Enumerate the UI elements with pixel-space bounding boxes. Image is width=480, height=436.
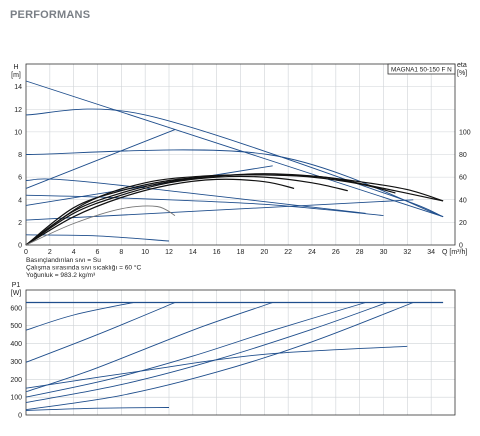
h-x-tick-label-3: 6 <box>96 249 100 256</box>
p1-y-tick-label-3: 300 <box>10 359 22 366</box>
h-curve-0 <box>25 80 444 218</box>
h-y-tick-label-7: 14 <box>14 84 22 91</box>
p1-y-tick-label-1: 100 <box>10 395 22 402</box>
h-curve-3 <box>25 178 366 214</box>
h-curve-1 <box>25 108 444 218</box>
h-y-tick-label-4: 8 <box>18 152 22 159</box>
p1-curve-1 <box>25 302 134 331</box>
h-x-tick-label-8: 16 <box>213 249 221 256</box>
q-axis-label: Q [m³/h] <box>442 249 467 256</box>
eta-axis-unit: [%] <box>457 70 467 77</box>
h-x-tick-label-6: 12 <box>165 249 173 256</box>
h-x-tick-label-13: 26 <box>332 249 340 256</box>
h-x-tick-label-4: 8 <box>119 249 123 256</box>
eta-axis-symbol: eta <box>457 62 467 69</box>
p1-y-tick-label-6: 600 <box>10 305 22 312</box>
model-label-box <box>387 63 456 75</box>
h-x-tick-label-16: 32 <box>403 249 411 256</box>
h-x-tick-label-14: 28 <box>356 249 364 256</box>
p1-y-tick-label-5: 500 <box>10 323 22 330</box>
p1-curve-4 <box>25 302 366 398</box>
eta-y-tick-label-1: 20 <box>459 220 467 227</box>
p1-curve-8 <box>25 407 170 411</box>
h-axis-symbol: H <box>13 64 18 71</box>
page-title: PERFORMANS <box>10 9 91 21</box>
h-axis-unit: [m] <box>11 72 21 79</box>
p1-axis-symbol: P1 <box>12 282 21 289</box>
p1-curve-3 <box>25 302 273 393</box>
p1-curve-7 <box>25 345 408 389</box>
eta-y-tick-label-3: 60 <box>459 175 467 182</box>
p1-y-tick-label-0: 0 <box>18 413 22 420</box>
eta-y-tick-label-0: 0 <box>459 243 463 250</box>
h-curve-2 <box>25 149 444 218</box>
h-x-tick-label-9: 18 <box>237 249 245 256</box>
h-x-tick-label-1: 2 <box>48 249 52 256</box>
h-x-tick-label-5: 10 <box>141 249 149 256</box>
p1-curve-5 <box>25 302 388 403</box>
model-label: MAGNA1 50-150 F N <box>391 67 452 74</box>
h-x-tick-label-0: 0 <box>24 249 28 256</box>
h-x-tick-label-15: 30 <box>380 249 388 256</box>
h-x-tick-label-7: 14 <box>189 249 197 256</box>
h-x-tick-label-12: 24 <box>308 249 316 256</box>
h-y-tick-label-5: 10 <box>14 129 22 136</box>
h-x-tick-label-10: 20 <box>260 249 268 256</box>
h-curve-13 <box>25 178 295 246</box>
h-curve-8 <box>25 199 414 221</box>
h-y-tick-label-2: 4 <box>18 197 22 204</box>
h-curve-12 <box>25 175 348 246</box>
h-curve-11 <box>25 174 396 246</box>
h-y-tick-label-6: 12 <box>14 107 22 114</box>
p1-curve-6 <box>25 302 414 411</box>
h-x-tick-label-17: 34 <box>427 249 435 256</box>
p1-axis-unit: [W] <box>11 290 22 297</box>
h-y-tick-label-1: 2 <box>18 220 22 227</box>
h-curve-4 <box>25 194 384 217</box>
p1-plot-frame <box>25 289 456 416</box>
h-x-tick-label-11: 22 <box>284 249 292 256</box>
p1-y-tick-label-2: 200 <box>10 377 22 384</box>
eta-y-tick-label-5: 100 <box>459 129 471 136</box>
p1-curve-2 <box>25 302 176 363</box>
eta-y-tick-label-4: 80 <box>459 152 467 159</box>
h-curve-6 <box>25 129 176 189</box>
h-y-tick-label-3: 6 <box>18 175 22 182</box>
p1-y-tick-label-4: 400 <box>10 341 22 348</box>
h-y-tick-label-0: 0 <box>18 243 22 250</box>
fluid-note-0: Basınçlandırılan sıvı = Su <box>26 257 101 264</box>
eta-y-tick-label-2: 40 <box>459 197 467 204</box>
fluid-note-2: Yoğunluk = 983.2 kg/m³ <box>26 272 96 279</box>
fluid-note-1: Çalışma sırasında sıvı sıcaklığı = 60 °C <box>26 264 142 272</box>
h-x-tick-label-2: 4 <box>72 249 76 256</box>
h-curve-14 <box>25 205 176 246</box>
